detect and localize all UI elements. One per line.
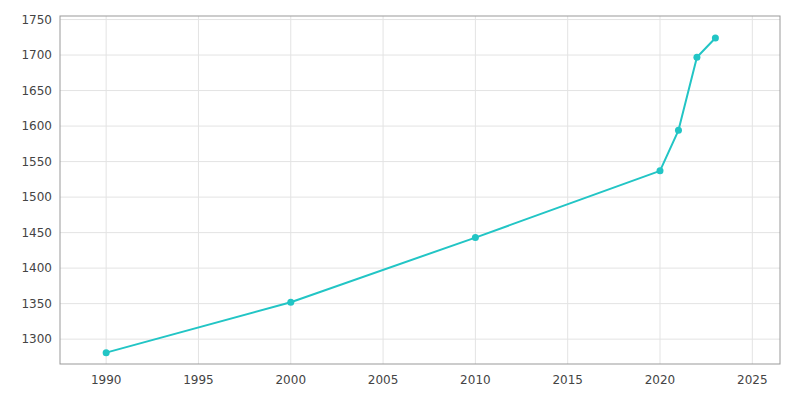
- x-tick-label: 1995: [183, 373, 214, 387]
- grid-line-x: [475, 16, 476, 364]
- x-tick-label: 2010: [460, 373, 491, 387]
- grid: [60, 16, 780, 364]
- y-tick-label: 1650: [21, 84, 52, 98]
- point: [103, 349, 110, 356]
- point: [287, 299, 294, 306]
- x-tick-label: 2015: [552, 373, 583, 387]
- point: [712, 35, 719, 42]
- grid-line-x: [106, 16, 107, 364]
- point: [657, 167, 664, 174]
- x-tick-label: 1990: [91, 373, 122, 387]
- grid-line-y: [60, 303, 780, 304]
- grid-line-x: [567, 16, 568, 364]
- x-tick-label: 2005: [368, 373, 399, 387]
- point: [693, 54, 700, 61]
- y-tick-label: 1400: [21, 261, 52, 275]
- x-tick-label: 2020: [645, 373, 676, 387]
- chart: 1300 1350 1400 1450 1500 1550 1600 1650 1700 1750…: [0, 0, 800, 400]
- grid-line-y: [60, 55, 780, 56]
- grid-line-y: [60, 339, 780, 340]
- grid-line-y: [60, 197, 780, 198]
- y-tick-label: 1550: [21, 155, 52, 169]
- grid-line-y: [60, 161, 780, 162]
- grid-line-x: [752, 16, 753, 364]
- line: [106, 38, 715, 353]
- grid-line-x: [290, 16, 291, 364]
- grid-line-x: [198, 16, 199, 364]
- y-tick-label: 1600: [21, 119, 52, 133]
- x-tick-label: 2025: [737, 373, 768, 387]
- plot-frame: [60, 16, 780, 364]
- grid-line-y: [60, 268, 780, 269]
- y-tick-label: 1750: [21, 13, 52, 27]
- point: [675, 127, 682, 134]
- grid-line-y: [60, 19, 780, 20]
- grid-line-y: [60, 232, 780, 233]
- grid-line-x: [383, 16, 384, 364]
- grid-line-x: [660, 16, 661, 364]
- grid-line-y: [60, 126, 780, 127]
- page: {"chart_data": {"type": "line", "x": [19…: [0, 0, 800, 400]
- plot-area: [60, 16, 780, 364]
- x-tick-label: 2000: [275, 373, 306, 387]
- point: [472, 234, 479, 241]
- y-tick-label: 1700: [21, 48, 52, 62]
- chart-container: 1300 1350 1400 1450 1500 1550 1600 1650 1700 1750…: [0, 0, 800, 400]
- grid-line-y: [60, 90, 780, 91]
- y-tick-label: 1450: [21, 226, 52, 240]
- y-tick-label: 1350: [21, 297, 52, 311]
- y-tick-label: 1300: [21, 332, 52, 346]
- y-tick-label: 1500: [21, 190, 52, 204]
- series: [103, 35, 719, 357]
